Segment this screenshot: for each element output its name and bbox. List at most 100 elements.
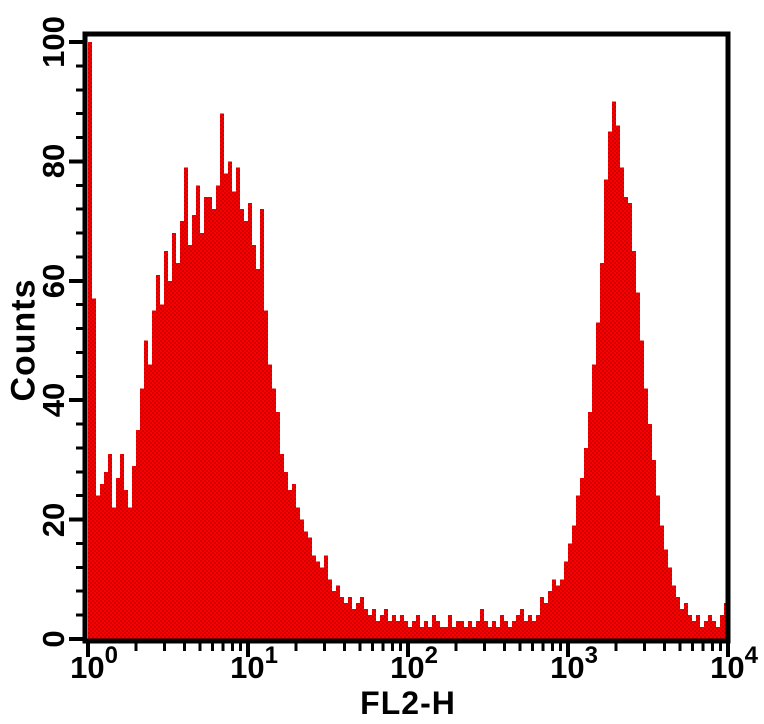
histogram-bar bbox=[712, 621, 716, 639]
histogram-bar bbox=[180, 221, 184, 639]
histogram-bar bbox=[320, 567, 324, 639]
histogram-bar bbox=[220, 113, 224, 639]
histogram-bar bbox=[232, 191, 236, 639]
histogram-bar bbox=[720, 615, 724, 639]
histogram-bar bbox=[364, 609, 368, 639]
histogram-bar bbox=[552, 579, 556, 639]
x-tick-label: 100 bbox=[70, 643, 118, 684]
histogram-bar bbox=[616, 125, 620, 639]
plot-frame bbox=[82, 31, 731, 644]
histogram-bar bbox=[580, 477, 584, 639]
histogram-bar bbox=[164, 250, 168, 639]
histogram-bar bbox=[300, 519, 304, 639]
x-tick-base: 10 bbox=[390, 650, 425, 685]
histogram-bar bbox=[540, 597, 544, 639]
histogram-bar bbox=[240, 209, 244, 639]
histogram-bar bbox=[264, 310, 268, 639]
histogram-bar bbox=[672, 585, 676, 639]
y-tick-label: 40 bbox=[36, 382, 71, 418]
histogram-bar bbox=[328, 579, 332, 639]
histogram-bar bbox=[260, 209, 264, 639]
histogram-bar bbox=[660, 525, 664, 639]
histogram-bar bbox=[696, 615, 700, 639]
x-tick-exponent: 1 bbox=[264, 641, 278, 669]
histogram-bar bbox=[392, 615, 396, 639]
x-tick-exponent: 3 bbox=[584, 641, 598, 669]
histogram-bar bbox=[224, 173, 228, 639]
histogram-bar bbox=[208, 197, 212, 639]
histogram-bar bbox=[156, 274, 160, 639]
histogram-bar bbox=[344, 603, 348, 639]
histogram-bar bbox=[228, 161, 232, 639]
x-tick-label: 101 bbox=[230, 643, 278, 685]
histogram-bar bbox=[128, 507, 132, 639]
histogram-bar bbox=[460, 621, 464, 639]
histogram-bar bbox=[584, 447, 588, 639]
histogram-bar bbox=[560, 579, 564, 639]
histogram-bar bbox=[464, 627, 468, 639]
histogram-bar bbox=[536, 615, 540, 639]
x-tick-base: 10 bbox=[710, 650, 745, 685]
histogram-bar bbox=[684, 603, 688, 639]
histogram-bar bbox=[496, 627, 500, 639]
histogram-bar bbox=[188, 244, 192, 640]
histogram-bar bbox=[592, 364, 596, 639]
histogram-bar bbox=[100, 483, 104, 639]
histogram-bars bbox=[88, 42, 728, 640]
histogram-bar bbox=[324, 555, 328, 639]
histogram-bar bbox=[604, 179, 608, 639]
histogram-bar bbox=[120, 453, 124, 639]
histogram-bar bbox=[420, 627, 424, 639]
x-tick-exponent: 4 bbox=[744, 641, 758, 669]
x-tick-exponent: 2 bbox=[424, 641, 438, 669]
histogram-bar bbox=[572, 525, 576, 639]
histogram-bar bbox=[204, 197, 208, 639]
histogram-bar bbox=[296, 507, 300, 639]
histogram-bar bbox=[388, 621, 392, 639]
histogram-bar bbox=[436, 621, 440, 639]
histogram-bar bbox=[104, 471, 108, 639]
histogram-bar bbox=[648, 424, 652, 639]
histogram-bar bbox=[600, 262, 604, 639]
histogram-bar bbox=[144, 340, 148, 639]
histogram-bar bbox=[336, 585, 340, 639]
histogram-bar bbox=[624, 197, 628, 639]
histogram-bar bbox=[588, 412, 592, 639]
x-tick-label: 103 bbox=[550, 643, 598, 684]
histogram-bar bbox=[200, 233, 204, 640]
y-tick-label: 80 bbox=[36, 144, 71, 179]
histogram-bar bbox=[292, 483, 296, 639]
y-tick-label: 20 bbox=[36, 502, 71, 537]
histogram-bar bbox=[172, 233, 176, 640]
histogram-bar bbox=[480, 609, 484, 639]
histogram-bar bbox=[376, 621, 380, 639]
histogram-bar bbox=[108, 453, 112, 639]
histogram-bar bbox=[136, 430, 140, 639]
histogram-bar bbox=[192, 215, 196, 639]
histogram-bar bbox=[520, 609, 524, 639]
histogram-bar bbox=[124, 489, 128, 639]
histogram-bar bbox=[500, 615, 504, 639]
histogram-bar bbox=[140, 388, 144, 639]
histogram-bar bbox=[384, 609, 388, 639]
histogram-bar bbox=[516, 615, 520, 639]
histogram-bar bbox=[668, 567, 672, 639]
histogram-bar bbox=[652, 459, 656, 639]
histogram-bar bbox=[576, 495, 580, 639]
histogram-bar bbox=[644, 388, 648, 639]
histogram-bar bbox=[564, 561, 568, 639]
x-tick-base: 10 bbox=[230, 650, 265, 685]
histogram-bar bbox=[236, 167, 240, 639]
histogram-bar bbox=[148, 364, 152, 639]
histogram-bar bbox=[568, 543, 572, 639]
histogram-bar bbox=[132, 465, 136, 639]
histogram-bar bbox=[348, 597, 352, 639]
histogram-bar bbox=[704, 621, 708, 639]
histogram-bar bbox=[184, 167, 188, 639]
histogram-bar bbox=[628, 203, 632, 639]
x-tick-label: 102 bbox=[390, 643, 438, 685]
histogram-bar bbox=[244, 221, 248, 639]
histogram-bar bbox=[524, 621, 528, 639]
histogram-bar bbox=[484, 621, 488, 639]
